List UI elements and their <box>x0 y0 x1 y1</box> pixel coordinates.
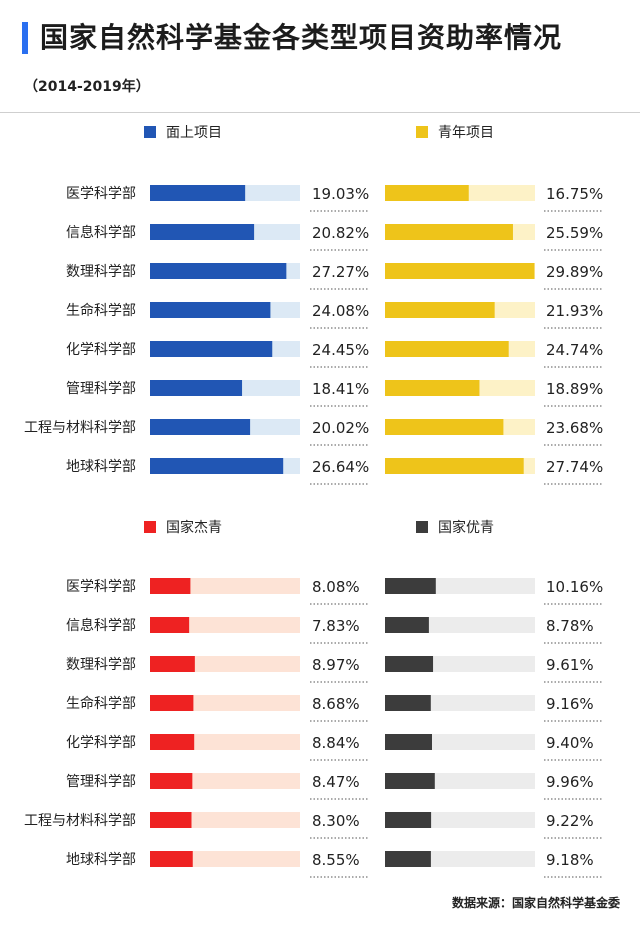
data-label: 24.45% <box>312 341 369 359</box>
legend-label: 面上项目 <box>166 125 222 141</box>
data-label: 9.22% <box>546 812 594 830</box>
bar <box>385 263 535 279</box>
legend-label: 青年项目 <box>438 125 494 141</box>
bar <box>385 695 431 711</box>
data-label: 24.08% <box>312 302 369 320</box>
category-label: 生命科学部 <box>66 302 136 319</box>
data-label: 8.97% <box>312 656 360 674</box>
category-label: 数理科学部 <box>66 657 136 673</box>
category-label: 医学科学部 <box>66 579 136 595</box>
data-label: 8.08% <box>312 578 360 596</box>
data-label: 18.41% <box>312 380 369 398</box>
divider <box>0 112 640 113</box>
data-label: 20.02% <box>312 419 369 437</box>
data-label: 19.03% <box>312 185 369 203</box>
legend-swatch <box>144 126 156 138</box>
category-label: 信息科学部 <box>66 224 136 241</box>
data-label: 29.89% <box>546 263 603 281</box>
data-label: 8.47% <box>312 773 360 791</box>
bar <box>385 734 432 750</box>
category-label: 医学科学部 <box>66 186 136 202</box>
page-title: 国家自然科学基金各类型项目资助率情况 <box>40 21 563 54</box>
data-label: 8.68% <box>312 695 360 713</box>
bar <box>385 224 513 240</box>
category-label: 地球科学部 <box>66 459 136 475</box>
bar <box>150 656 195 672</box>
chart-panel-top-right: 青年项目 16.75% 25.59% 29.89% 21.93% 24.74% 18.89%… <box>385 125 603 485</box>
data-label: 26.64% <box>312 458 369 476</box>
bar <box>150 617 190 633</box>
data-label: 23.68% <box>546 419 603 437</box>
bar <box>150 380 243 396</box>
bar <box>385 380 480 396</box>
data-label: 9.40% <box>546 734 594 752</box>
bar <box>150 419 251 435</box>
bar <box>385 617 429 633</box>
bar <box>150 341 273 357</box>
bar <box>385 185 469 201</box>
data-label: 27.27% <box>312 263 369 281</box>
data-label: 25.59% <box>546 224 603 242</box>
legend-swatch <box>416 126 428 138</box>
data-label: 20.82% <box>312 224 369 242</box>
category-label: 地球科学部 <box>66 852 136 868</box>
data-source: 数据来源：国家自然科学基金委 <box>451 896 620 910</box>
chart-panel-bottom-right: 国家优青 10.16% 8.78% 9.61% 9.16% 9.40% 9.96% 9.22%… <box>385 519 603 878</box>
legend-label: 国家杰青 <box>166 519 222 536</box>
data-label: 24.74% <box>546 341 603 359</box>
bar <box>150 695 194 711</box>
data-label: 8.84% <box>312 734 360 752</box>
bar <box>150 185 246 201</box>
data-label: 9.96% <box>546 773 594 791</box>
category-label: 信息科学部 <box>66 617 136 634</box>
bar <box>385 302 495 318</box>
data-label: 27.74% <box>546 458 603 476</box>
bar <box>150 734 195 750</box>
category-label: 工程与材料科学部 <box>24 813 136 829</box>
bar <box>150 773 193 789</box>
data-label: 9.61% <box>546 656 594 674</box>
legend-label: 国家优青 <box>438 519 494 536</box>
bar <box>385 341 509 357</box>
bar <box>385 851 431 867</box>
bar <box>385 458 524 474</box>
category-label: 管理科学部 <box>66 381 136 397</box>
data-label: 8.55% <box>312 851 360 869</box>
bar <box>385 812 432 828</box>
legend-swatch <box>144 521 156 533</box>
bar <box>150 578 191 594</box>
bar <box>150 302 271 318</box>
data-label: 9.16% <box>546 695 594 713</box>
bar <box>150 851 193 867</box>
category-label: 管理科学部 <box>66 774 136 790</box>
category-label: 工程与材料科学部 <box>24 420 136 436</box>
data-label: 18.89% <box>546 380 603 398</box>
category-label: 生命科学部 <box>66 695 136 712</box>
category-label: 化学科学部 <box>66 342 136 358</box>
legend-swatch <box>416 521 428 533</box>
bar <box>385 773 435 789</box>
bar <box>150 812 192 828</box>
bar <box>385 656 434 672</box>
page-subtitle: （2014-2019年） <box>24 79 150 95</box>
data-label: 8.30% <box>312 812 360 830</box>
category-label: 化学科学部 <box>66 735 136 751</box>
title-accent-bar <box>22 22 28 54</box>
data-label: 16.75% <box>546 185 603 203</box>
bar <box>150 263 287 279</box>
data-label: 9.18% <box>546 851 594 869</box>
bar <box>385 578 436 594</box>
category-label: 数理科学部 <box>66 264 136 280</box>
data-label: 8.78% <box>546 617 594 635</box>
data-label: 10.16% <box>546 578 603 596</box>
bar <box>150 224 255 240</box>
bar <box>385 419 504 435</box>
bar <box>150 458 284 474</box>
data-label: 21.93% <box>546 302 603 320</box>
data-label: 7.83% <box>312 617 360 635</box>
